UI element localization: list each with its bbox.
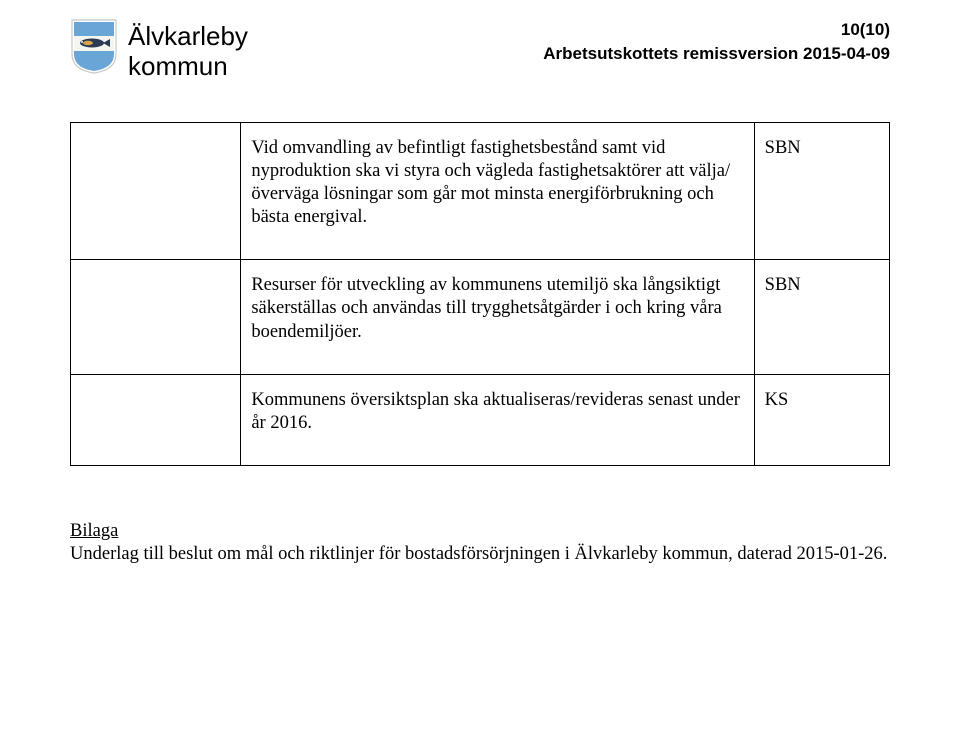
logo-line1: Älvkarleby	[128, 22, 248, 52]
table-cell-code: SBN	[754, 122, 889, 260]
header-subtitle: Arbetsutskottets remissversion 2015-04-0…	[543, 44, 890, 64]
table-row: Resurser för utveckling av kommunens ute…	[71, 260, 890, 374]
footer-text: Underlag till beslut om mål och riktlinj…	[70, 544, 887, 564]
table-cell-code: KS	[754, 374, 889, 465]
table-cell-code: SBN	[754, 260, 889, 374]
municipality-shield-icon	[70, 18, 118, 74]
logo-block: Älvkarleby kommun	[70, 18, 248, 82]
footer: Bilaga Underlag till beslut om mål och r…	[70, 520, 890, 566]
content-table: Vid omvandling av befintligt fastighetsb…	[70, 122, 890, 466]
table-cell-text: Vid omvandling av befintligt fastighetsb…	[241, 122, 754, 260]
page-number: 10(10)	[543, 20, 890, 40]
bilaga-label: Bilaga	[70, 521, 118, 541]
table-row: Vid omvandling av befintligt fastighetsb…	[71, 122, 890, 260]
table-cell-text: Kommunens översiktsplan ska aktualiseras…	[241, 374, 754, 465]
table-cell-empty	[71, 122, 241, 260]
table-cell-empty	[71, 260, 241, 374]
logo-line2: kommun	[128, 52, 248, 82]
page-header: Älvkarleby kommun 10(10) Arbetsutskottet…	[70, 18, 890, 82]
table-cell-empty	[71, 374, 241, 465]
table-cell-text: Resurser för utveckling av kommunens ute…	[241, 260, 754, 374]
header-right: 10(10) Arbetsutskottets remissversion 20…	[543, 18, 890, 64]
logo-text: Älvkarleby kommun	[128, 18, 248, 82]
table-row: Kommunens översiktsplan ska aktualiseras…	[71, 374, 890, 465]
